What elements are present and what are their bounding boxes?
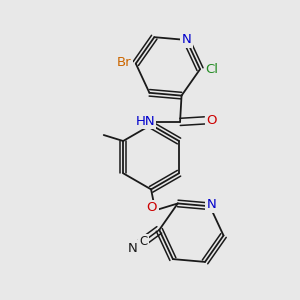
Text: Br: Br [116, 56, 131, 69]
Text: O: O [147, 201, 157, 214]
Text: C: C [139, 235, 147, 248]
Text: HN: HN [135, 115, 155, 128]
Text: N: N [182, 34, 191, 46]
Text: O: O [206, 114, 217, 127]
Text: N: N [206, 198, 216, 211]
Text: N: N [128, 242, 137, 255]
Text: Cl: Cl [206, 63, 218, 76]
